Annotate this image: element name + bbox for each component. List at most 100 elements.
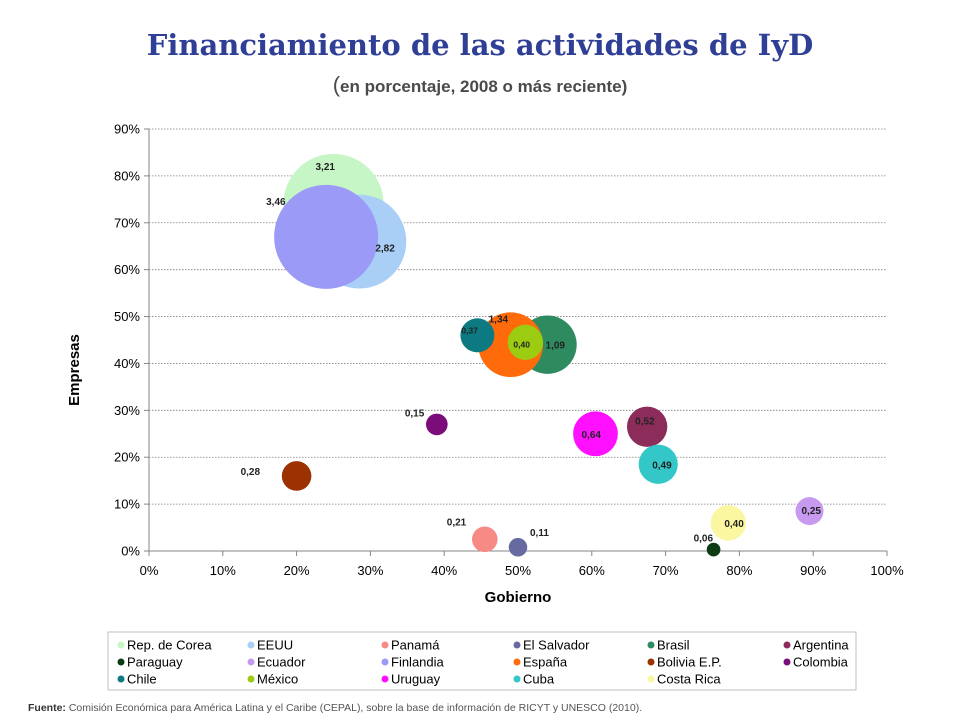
legend-marker — [117, 675, 125, 683]
bubble-chile — [460, 318, 495, 353]
legend-label: Brasil — [657, 638, 690, 653]
y-tick-label: 10% — [114, 497, 140, 512]
x-tick-label: 100% — [870, 563, 904, 578]
legend-label: EEUU — [257, 638, 293, 653]
x-tick-label: 0% — [140, 563, 159, 578]
legend-box — [107, 631, 857, 691]
legend-label: España — [523, 655, 568, 670]
gridlines — [149, 128, 887, 505]
bubble-ecuador — [795, 497, 824, 526]
subtitle-text: en porcentaje, 2008 o más reciente) — [340, 77, 628, 96]
y-tick-label: 80% — [114, 168, 140, 183]
bubble-costa-rica — [710, 505, 747, 541]
bubble-finlandia — [274, 184, 379, 289]
x-tick-label: 40% — [431, 563, 457, 578]
legend-marker — [513, 641, 521, 649]
data-label: 0,49 — [652, 460, 672, 471]
legend-marker — [513, 658, 521, 666]
legend-marker — [647, 641, 655, 649]
legend-label: Bolivia E.P. — [657, 655, 722, 670]
legend-marker — [247, 641, 255, 649]
axes: 0% 10% 20% 30% 40% 50% 60% 70% 80% 90% 0% 10% 20% 30%… — [66, 122, 904, 607]
legend-marker — [381, 675, 389, 683]
legend-marker — [513, 675, 521, 683]
data-label: 0,40 — [724, 519, 744, 530]
legend-label: Costa Rica — [657, 672, 721, 687]
data-label: 1,09 — [546, 341, 566, 352]
data-label: 0,21 — [447, 517, 467, 528]
legend-label: Uruguay — [391, 672, 441, 687]
legend-label: Finlandia — [391, 655, 445, 670]
bubble-chart: 0% 10% 20% 30% 40% 50% 60% 70% 80% 90% 0% 10% 20% 30%… — [66, 122, 904, 691]
data-label: 0,37 — [461, 325, 478, 335]
y-tick-label: 30% — [114, 403, 140, 418]
x-tick-label: 50% — [505, 563, 531, 578]
legend-marker — [647, 658, 655, 666]
data-label: 0,64 — [581, 430, 601, 441]
y-tick-label: 20% — [114, 450, 140, 465]
x-tick-label: 70% — [653, 563, 679, 578]
bubble-panam- — [471, 526, 498, 553]
bubble-bolivia-e-p- — [281, 461, 312, 491]
y-axis-title: Empresas — [66, 334, 83, 406]
y-tick-label: 60% — [114, 262, 140, 277]
data-label: 3,21 — [316, 162, 336, 173]
y-tick-label: 40% — [114, 356, 140, 371]
bubble-uruguay — [573, 411, 618, 457]
bubbles — [274, 153, 824, 557]
legend-marker — [381, 641, 389, 649]
legend-label: Chile — [127, 672, 157, 687]
data-label: 3,46 — [266, 197, 286, 208]
legend-label: Panamá — [391, 638, 440, 653]
data-label: 0,52 — [635, 417, 655, 428]
source-label: Fuente: — [28, 702, 66, 714]
bubble-m-xico — [507, 324, 544, 361]
legend-label: México — [257, 672, 298, 687]
x-tick-label: 90% — [800, 563, 826, 578]
y-tick-label: 50% — [114, 309, 140, 324]
x-tick-label: 60% — [579, 563, 605, 578]
legend: Rep. de Corea EEUU Panamá El Salvador Brasil… — [107, 631, 857, 691]
legend-label: El Salvador — [523, 638, 590, 653]
bubble-paraguay — [706, 542, 721, 557]
x-tick-label: 30% — [357, 563, 383, 578]
source-note: Fuente: Comisión Económica para América … — [28, 702, 642, 714]
legend-marker — [783, 641, 791, 649]
y-tick-label: 0% — [121, 544, 140, 559]
bubble-colombia — [425, 413, 448, 436]
bubble-el-salvador — [508, 537, 528, 557]
legend-marker — [247, 675, 255, 683]
y-tick-label: 90% — [114, 122, 140, 137]
data-label: 0,40 — [513, 339, 530, 349]
legend-label: Rep. de Corea — [127, 638, 212, 653]
bubble-cuba — [638, 444, 678, 484]
legend-marker — [647, 675, 655, 683]
legend-label: Colombia — [793, 655, 849, 670]
data-labels: 3,21 2,82 3,46 1,09 1,34 0,40 0,37 0,21 0,11 0,52… — [241, 162, 822, 545]
data-label: 0,15 — [405, 408, 425, 419]
legend-label: Ecuador — [257, 655, 306, 670]
legend-label: Paraguay — [127, 655, 183, 670]
legend-marker — [381, 658, 389, 666]
x-tick-label: 80% — [726, 563, 752, 578]
data-label: 1,34 — [489, 315, 509, 326]
x-axis-title: Gobierno — [485, 589, 552, 606]
x-tick-label: 10% — [210, 563, 236, 578]
legend-label: Cuba — [523, 672, 555, 687]
data-label: 0,28 — [241, 467, 261, 478]
bubble-argentina — [626, 406, 668, 447]
legend-marker — [117, 658, 125, 666]
y-tick-label: 70% — [114, 215, 140, 230]
legend-marker — [117, 641, 125, 649]
legend-marker — [247, 658, 255, 666]
chart-title: Financiamiento de las actividades de IyD — [146, 28, 814, 62]
legend-marker — [783, 658, 791, 666]
x-tick-label: 20% — [284, 563, 310, 578]
data-label: 2,82 — [375, 244, 395, 255]
subtitle-paren: ( — [332, 72, 341, 97]
data-label: 0,06 — [694, 534, 714, 545]
legend-label: Argentina — [793, 638, 849, 653]
data-label: 0,25 — [802, 506, 822, 517]
chart-subtitle: (en porcentaje, 2008 o más reciente) — [0, 72, 960, 98]
data-label: 0,11 — [530, 528, 549, 539]
